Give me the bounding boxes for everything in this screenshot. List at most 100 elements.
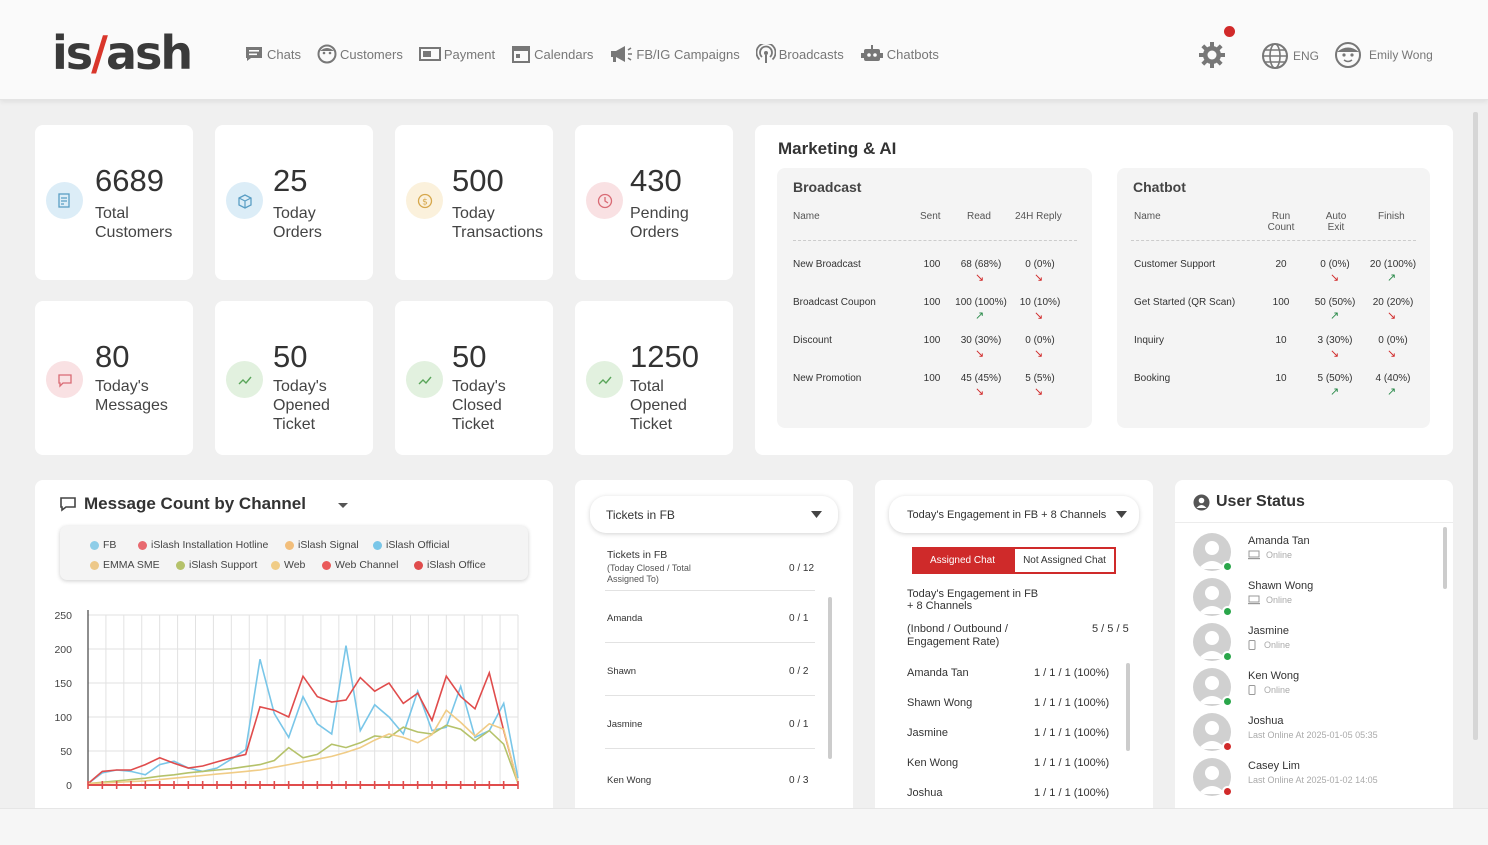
engagement-total: 5 / 5 / 5 [1092, 623, 1129, 635]
legend-swatch [285, 540, 294, 550]
trend-down-arrow-icon: ↘ [1034, 310, 1044, 322]
tab-assigned-chat[interactable]: Assigned Chat [912, 547, 1013, 574]
user-status-line: Online [1248, 550, 1292, 560]
nav-calendars[interactable]: Calendars [511, 44, 593, 64]
y-tick-label: 0 [66, 780, 72, 792]
legend-item[interactable]: iSlash Installation Hotline [138, 539, 268, 551]
stat-label: Today [452, 205, 495, 222]
col-header: Exit [1327, 222, 1345, 233]
legend-label: iSlash Signal [298, 539, 359, 551]
engagement-agent-name: Shawn Wong [907, 697, 973, 709]
stat-card-today-transactions[interactable]: $ 500 Today Transactions [395, 125, 553, 280]
stat-label: Total [95, 205, 129, 222]
user-status-item[interactable]: Ken Wong Online [1193, 668, 1443, 710]
broadcast-sent: 100 [923, 335, 941, 346]
user-status-text: Last Online At 2025-01-05 05:35 [1248, 730, 1378, 740]
y-tick-label: 100 [54, 712, 72, 724]
col-header: Sent [920, 211, 941, 222]
legend-label: Web Channel [335, 559, 399, 571]
ticket-count: 0 / 2 [789, 666, 809, 677]
stat-icon-bg [226, 361, 263, 398]
stat-card-today-closed-ticket[interactable]: 50 Today's Closed Ticket [395, 301, 553, 455]
stat-card-total-opened-ticket[interactable]: 1250 Total Opened Ticket [575, 301, 733, 455]
legend-item[interactable]: iSlash Office [414, 559, 486, 571]
legend-swatch [414, 560, 423, 570]
user-name: Casey Lim [1248, 760, 1300, 772]
stat-value: 1250 [630, 339, 699, 374]
engagement-panel: Today's Engagement in FB + 8 Channels As… [875, 480, 1153, 820]
legend-item[interactable]: FB [90, 539, 116, 551]
user-menu[interactable]: Emily Wong [1334, 41, 1433, 69]
legend-item[interactable]: Web Channel [322, 559, 398, 571]
engagement-value: 1 / 1 / 1 (100%) [1034, 697, 1110, 709]
nav-broadcasts[interactable]: Broadcasts [755, 44, 844, 64]
stat-card-total-customers[interactable]: 6689 Total Customers [35, 125, 193, 280]
stat-label: Opened [273, 397, 330, 414]
trend-down-arrow-icon: ↘ [975, 272, 985, 284]
default-avatar-icon [1198, 586, 1226, 614]
stat-icon-bg [226, 182, 263, 219]
chevron-down-icon [1116, 511, 1127, 518]
col-header: 24H Reply [1015, 211, 1062, 222]
trend-down-arrow-icon: ↘ [1387, 348, 1397, 360]
tickets-scrollbar[interactable] [828, 597, 832, 759]
engagement-dropdown[interactable]: Today's Engagement in FB + 8 Channels [889, 496, 1139, 533]
language-selector[interactable]: ENG [1261, 42, 1319, 70]
trend-down-arrow-icon: ↘ [975, 348, 985, 360]
tickets-header-title: Tickets in FB [607, 549, 668, 561]
islash-logo[interactable]: is/ash [52, 26, 193, 80]
stat-card-today-messages[interactable]: 80 Today's Messages [35, 301, 193, 455]
stat-value: 50 [273, 339, 308, 374]
nav-payment[interactable]: Payment [418, 45, 495, 63]
col-header: Name [793, 211, 820, 222]
stat-card-today-orders[interactable]: 25 Today Orders [215, 125, 373, 280]
stat-label: Customers [95, 224, 173, 241]
stat-card-pending-orders[interactable]: 430 Pending Orders [575, 125, 733, 280]
user-name: Shawn Wong [1248, 580, 1314, 592]
user-status-item[interactable]: Joshua Last Online At 2025-01-05 05:35 [1193, 713, 1443, 755]
mobile-icon [1248, 640, 1256, 650]
nav-campaigns[interactable]: FB/IG Campaigns [609, 45, 740, 63]
stat-card-today-opened-ticket[interactable]: 50 Today's Opened Ticket [215, 301, 373, 455]
trend-down-arrow-icon: ↘ [1387, 310, 1397, 322]
user-status-item[interactable]: Amanda Tan Online [1193, 533, 1443, 575]
stat-label: Closed [452, 397, 502, 414]
legend-item[interactable]: iSlash Support [176, 559, 257, 571]
legend-item[interactable]: EMMA SME [90, 559, 160, 571]
stat-icon-bg [406, 361, 443, 398]
legend-item[interactable]: Web [271, 559, 305, 571]
calendar-icon [512, 46, 531, 63]
tickets-dropdown[interactable]: Tickets in FB [590, 496, 838, 533]
gear-icon[interactable] [1197, 40, 1227, 70]
megaphone-icon [611, 46, 633, 62]
broadcast-read: 45 (45%) [960, 373, 1002, 384]
page-scrollbar[interactable] [1473, 112, 1478, 740]
engagement-title: + 8 Channels [907, 600, 973, 612]
broadcast-reply: 0 (0%) [1025, 259, 1055, 270]
ticket-agent-name: Amanda [607, 613, 643, 624]
engagement-scrollbar[interactable] [1126, 663, 1130, 751]
user-status-item[interactable]: Jasmine Online [1193, 623, 1443, 665]
nav-chats[interactable]: Chats [244, 45, 301, 63]
chat-icon [246, 47, 262, 61]
stat-label: Today's [95, 378, 149, 395]
broadcast-sent: 100 [923, 297, 941, 308]
legend-label: iSlash Support [189, 559, 258, 571]
nav-customers[interactable]: Customers [317, 44, 403, 64]
legend-item[interactable]: iSlash Signal [285, 539, 359, 551]
col-header: Read [967, 211, 991, 222]
user-status-scrollbar[interactable] [1443, 527, 1447, 589]
default-avatar-icon [1198, 676, 1226, 704]
stat-label: Ticket [630, 416, 673, 433]
nav-chatbots[interactable]: Chatbots [860, 44, 939, 64]
tab-not-assigned-chat[interactable]: Not Assigned Chat [1013, 547, 1116, 574]
legend-swatch [138, 540, 147, 550]
chatbot-finish: 4 (40%) [1375, 373, 1411, 384]
user-name: Amanda Tan [1248, 535, 1310, 547]
stat-label: Messages [95, 397, 168, 414]
user-status-item[interactable]: Shawn Wong Online [1193, 578, 1443, 620]
user-status-item[interactable]: Casey Lim Last Online At 2025-01-02 14:05 [1193, 758, 1443, 800]
chevron-down-icon[interactable] [337, 502, 349, 510]
legend-item[interactable]: iSlash Official [373, 539, 449, 551]
stat-icon-bg [46, 182, 83, 219]
